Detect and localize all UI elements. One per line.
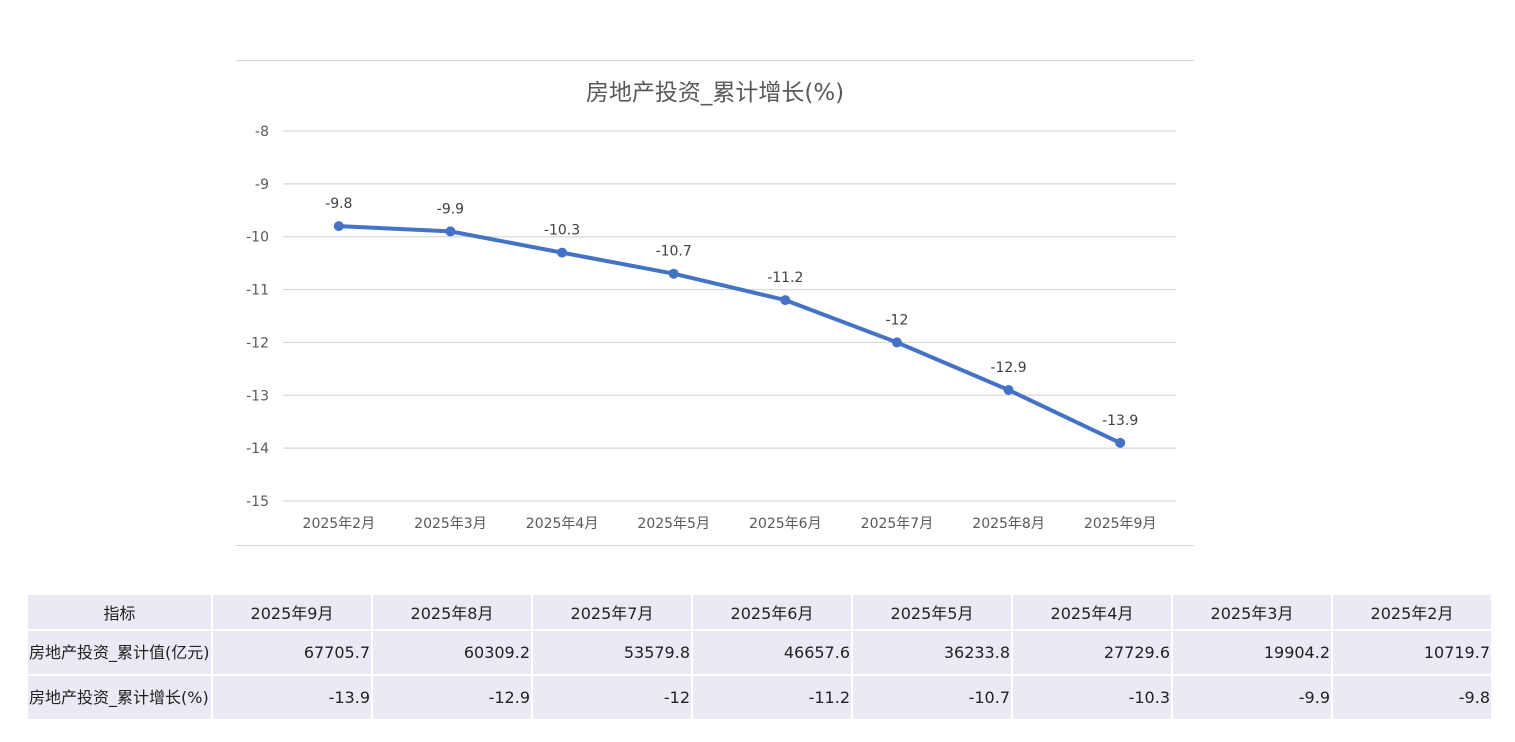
table-cell: 53579.8 [533, 631, 691, 674]
table-cell: 27729.6 [1013, 631, 1171, 674]
table-row: 房地产投资_累计值(亿元) 67705.7 60309.2 53579.8 46… [28, 631, 1491, 674]
table-cell: -13.9 [213, 676, 371, 719]
table-header-cell: 2025年7月 [533, 595, 691, 629]
x-tick-label: 2025年8月 [972, 516, 1045, 532]
x-tick-label: 2025年9月 [1084, 516, 1157, 532]
y-tick-label: -13 [246, 388, 269, 404]
table-cell: 19904.2 [1173, 631, 1331, 674]
table-header-cell: 2025年4月 [1013, 595, 1171, 629]
gridlines [283, 130, 1176, 502]
table-cell: -10.7 [853, 676, 1011, 719]
y-tick-label: -12 [246, 335, 269, 351]
table-cell: -9.9 [1173, 676, 1331, 719]
data-label: -11.2 [767, 270, 803, 286]
y-tick-label: -10 [246, 230, 269, 246]
data-label: -13.9 [1102, 413, 1138, 429]
y-axis-ticks: -8 -9 -10 -11 -12 -13 -14 -15 [246, 124, 269, 510]
data-label: -12.9 [990, 360, 1026, 376]
x-tick-label: 2025年2月 [303, 516, 376, 532]
data-labels: -9.8 -9.9 -10.3 -10.7 -11.2 -12 -12.9 -13.9 [325, 196, 1138, 429]
data-point [891, 337, 902, 348]
row-label: 房地产投资_累计增长(%) [28, 676, 211, 719]
data-point [1115, 437, 1126, 448]
data-point [557, 247, 568, 258]
series-line-layer [336, 224, 1123, 445]
x-tick-label: 2025年7月 [861, 516, 934, 532]
data-label: -9.9 [437, 201, 464, 217]
table-cell: 67705.7 [213, 631, 371, 674]
table-cell: -12.9 [373, 676, 531, 719]
data-point [445, 226, 456, 237]
table-header-cell: 2025年9月 [213, 595, 371, 629]
series-points [333, 221, 1126, 448]
data-label: -10.7 [656, 244, 692, 260]
x-tick-label: 2025年5月 [637, 516, 710, 532]
table-cell: 60309.2 [373, 631, 531, 674]
data-label: -10.3 [544, 223, 580, 239]
table-cell: -11.2 [693, 676, 851, 719]
table-header-cell: 2025年8月 [373, 595, 531, 629]
table-cell: 10719.7 [1333, 631, 1491, 674]
chart-title: 房地产投资_累计增长(%) [586, 80, 844, 106]
y-tick-label: -11 [246, 283, 269, 299]
data-label: -9.8 [325, 196, 352, 212]
data-point [668, 268, 679, 279]
data-label: -12 [886, 312, 909, 328]
x-tick-label: 2025年6月 [749, 516, 822, 532]
y-tick-label: -8 [255, 124, 269, 140]
data-table: 指标 2025年9月 2025年8月 2025年7月 2025年6月 2025年… [26, 593, 1493, 721]
table-cell: -10.3 [1013, 676, 1171, 719]
table-cell: -12 [533, 676, 691, 719]
y-tick-label: -9 [255, 177, 269, 193]
table-cell: -9.8 [1333, 676, 1491, 719]
table-header-row: 指标 2025年9月 2025年8月 2025年7月 2025年6月 2025年… [28, 595, 1491, 629]
data-point [1003, 385, 1014, 395]
table-cell: 46657.6 [693, 631, 851, 674]
data-point [780, 295, 791, 306]
table-cell: 36233.8 [853, 631, 1011, 674]
table-header-cell: 2025年5月 [853, 595, 1011, 629]
table-header-cell: 指标 [28, 595, 211, 629]
chart-frame [236, 60, 1194, 546]
y-tick-label: -15 [246, 494, 269, 510]
table-row: 房地产投资_累计增长(%) -13.9 -12.9 -12 -11.2 -10.… [28, 676, 1491, 719]
table-header-cell: 2025年3月 [1173, 595, 1331, 629]
x-axis-ticks: 2025年2月 2025年3月 2025年4月 2025年5月 2025年6月 2025年… [303, 516, 1157, 532]
x-tick-label: 2025年3月 [414, 516, 487, 532]
series-line [336, 224, 1123, 445]
table-header-cell: 2025年2月 [1333, 595, 1491, 629]
y-tick-label: -14 [246, 441, 269, 457]
table-header-cell: 2025年6月 [693, 595, 851, 629]
data-point [333, 221, 344, 232]
row-label: 房地产投资_累计值(亿元) [28, 631, 211, 674]
x-tick-label: 2025年4月 [526, 516, 599, 532]
